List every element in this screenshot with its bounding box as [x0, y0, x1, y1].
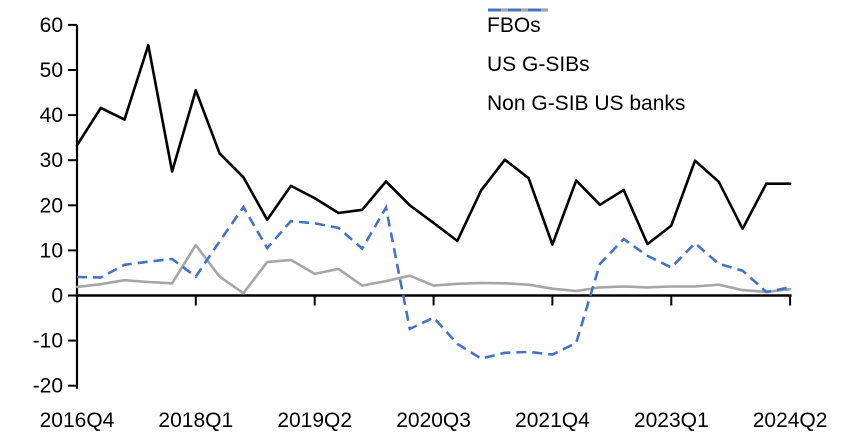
y-tick-label: 20	[40, 194, 63, 217]
y-tick-label: 40	[40, 104, 63, 127]
legend-label-us-gsibs: US G-SIBs	[487, 52, 590, 76]
x-tick-label: 2016Q4	[40, 409, 115, 432]
x-tick-label: 2024Q2	[753, 409, 828, 432]
legend-line-non-gsib-dashed	[488, 8, 548, 12]
y-tick-label: 60	[40, 14, 63, 37]
x-tick-label: 2023Q1	[634, 409, 709, 432]
series-line-us-g-sibs	[75, 243, 792, 295]
y-tick-label: 50	[40, 59, 63, 82]
x-tick-label: 2021Q4	[515, 409, 590, 432]
y-tick-label: 10	[40, 239, 63, 262]
legend: FBOs US G-SIBs Non G-SIB US banks	[487, 6, 685, 123]
y-tick-label: -10	[33, 330, 63, 353]
x-tick-label: 2018Q1	[158, 409, 233, 432]
series-line-fbos	[75, 43, 792, 246]
legend-label-non-gsib: Non G-SIB US banks	[487, 91, 686, 115]
x-tick-label: 2019Q2	[277, 409, 352, 432]
legend-label-fbos: FBOs	[487, 13, 541, 37]
x-tick-label: 2020Q3	[396, 409, 471, 432]
series-line-non-g-sib-us-banks	[76, 203, 791, 360]
legend-item-non-gsib: Non G-SIB US banks	[487, 8, 686, 123]
y-tick-label: 30	[40, 149, 63, 172]
y-tick-label: -20	[33, 375, 63, 398]
y-tick-label: 0	[51, 285, 63, 308]
legend-item-us-gsibs: US G-SIBs	[487, 8, 685, 84]
